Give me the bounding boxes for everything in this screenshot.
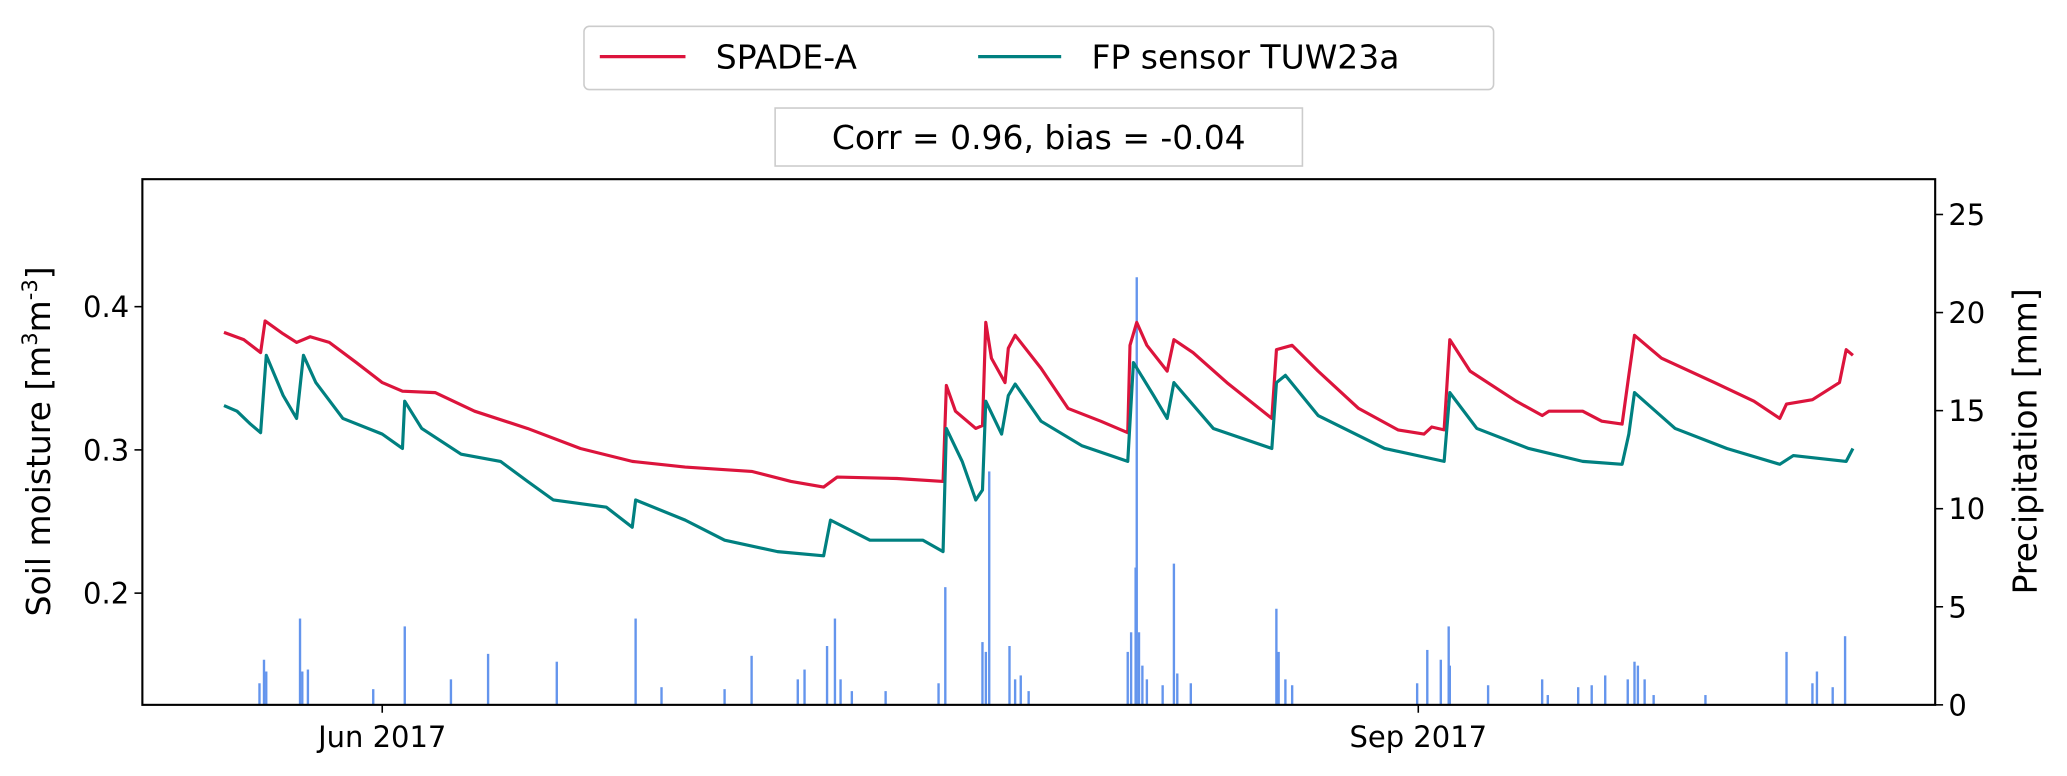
precipitation-bar xyxy=(1704,695,1707,705)
series-line-fp-sensor-tuw23a xyxy=(223,353,1855,558)
precipitation-bar xyxy=(1636,665,1640,705)
precipitation-bar xyxy=(1439,659,1442,705)
precipitation-bar xyxy=(449,679,453,705)
precipitation-bar xyxy=(262,659,266,705)
precipitation-bar xyxy=(372,689,375,705)
precipitation-bar xyxy=(839,679,842,705)
precipitation-bar xyxy=(660,687,663,705)
precipitation-bar xyxy=(1633,661,1636,705)
precipitation-bar xyxy=(486,653,490,705)
precipitation-bar xyxy=(944,587,947,705)
y-right-tick-label: 0 xyxy=(1948,688,1966,722)
precipitation-bar xyxy=(1145,679,1149,705)
precipitation-bar xyxy=(1785,651,1788,705)
axis-ticks: 0.2 0.3 0.4 0 5 10 15 20 25 Jun 2017 Sep 2017 xyxy=(83,198,1985,754)
stats-annotation: Corr = 0.96, bias = -0.04 xyxy=(774,107,1304,167)
precipitation-bar xyxy=(1013,679,1017,705)
precipitation-bar xyxy=(1019,675,1022,705)
precipitation-bar xyxy=(803,669,806,705)
precipitation-bar xyxy=(1189,683,1192,705)
y-right-tick-label: 15 xyxy=(1948,394,1985,428)
precipitation-bar xyxy=(403,626,406,705)
y-right-tick-label: 5 xyxy=(1948,590,1966,624)
precipitation-bar xyxy=(1448,665,1451,705)
y-left-tick-label: 0.3 xyxy=(83,433,129,467)
series-line-spade-a xyxy=(223,319,1854,489)
precipitation-bar xyxy=(1426,649,1429,705)
precipitation-bar xyxy=(1172,563,1176,705)
x-tick-label: Jun 2017 xyxy=(316,720,446,754)
precipitation-bar xyxy=(1137,632,1141,705)
precipitation-bar xyxy=(1843,636,1847,705)
precipitation-bar xyxy=(1176,673,1179,705)
precipitation-bar xyxy=(750,655,753,705)
precipitation-bar xyxy=(937,683,940,705)
y-right-tick-label: 20 xyxy=(1948,296,1985,330)
precipitation-bar xyxy=(1643,679,1646,705)
precipitation-bar xyxy=(1027,691,1030,705)
precipitation-bar xyxy=(1815,671,1819,705)
precipitation-bar xyxy=(1135,277,1138,705)
precipitation-bar xyxy=(1811,683,1814,705)
precipitation-bar xyxy=(555,661,558,705)
precipitation-bar xyxy=(1141,665,1144,705)
y-right-tick-label: 10 xyxy=(1948,492,1985,526)
precipitation-bars xyxy=(258,277,1847,705)
y-right-axis-label: Precipitation [mm] xyxy=(2006,288,2045,594)
y-left-axis-label: Soil moisture [m3m-3] xyxy=(17,266,58,616)
precipitation-bar xyxy=(1546,695,1549,705)
precipitation-bar xyxy=(796,679,799,705)
precipitation-bar xyxy=(1008,646,1011,705)
precipitation-bar xyxy=(1626,679,1629,705)
precipitation-bar xyxy=(850,691,854,705)
precipitation-bar xyxy=(306,669,310,705)
precipitation-bar xyxy=(1604,675,1607,705)
x-tick-label: Sep 2017 xyxy=(1349,720,1487,754)
precipitation-bar xyxy=(265,671,268,705)
precipitation-bar xyxy=(723,689,726,705)
legend-label-spade-a: SPADE-A xyxy=(716,38,858,77)
stats-box xyxy=(774,107,1304,167)
precipitation-bar xyxy=(301,671,304,705)
legend-label-fp-sensor: FP sensor TUW23a xyxy=(1092,38,1400,77)
precipitation-bar xyxy=(825,646,829,705)
y-left-tick-label: 0.4 xyxy=(83,290,129,324)
precipitation-bar xyxy=(988,471,991,705)
precipitation-bar xyxy=(1652,695,1655,705)
precipitation-bar xyxy=(258,683,261,705)
y-left-tick-label: 0.2 xyxy=(83,577,129,611)
precipitation-bar xyxy=(981,642,984,705)
precipitation-bar xyxy=(833,618,837,705)
precipitation-bar xyxy=(1129,632,1133,705)
precipitation-bar xyxy=(1284,679,1287,705)
precipitation-bar xyxy=(1577,687,1580,705)
precipitation-bar xyxy=(1590,685,1593,705)
precipitation-bar xyxy=(1161,685,1164,705)
plot-frame xyxy=(141,178,1937,706)
precipitation-bar xyxy=(1290,685,1294,705)
y-right-tick-label: 25 xyxy=(1948,198,1985,232)
precipitation-bar xyxy=(984,651,988,705)
stats-text: Corr = 0.96, bias = -0.04 xyxy=(832,118,1246,157)
precipitation-bar xyxy=(1275,608,1278,705)
precipitation-bar xyxy=(1415,683,1419,705)
precipitation-bar xyxy=(298,618,302,705)
precipitation-bar xyxy=(1831,687,1834,705)
precipitation-bar xyxy=(1277,651,1280,705)
series-lines xyxy=(223,319,1855,558)
precipitation-bar xyxy=(884,691,887,705)
precipitation-bar xyxy=(1126,651,1129,705)
precipitation-bar xyxy=(1486,685,1490,705)
legend: SPADE-A FP sensor TUW23a xyxy=(583,25,1495,91)
precipitation-bar xyxy=(1540,679,1544,705)
precipitation-bar xyxy=(634,618,637,705)
